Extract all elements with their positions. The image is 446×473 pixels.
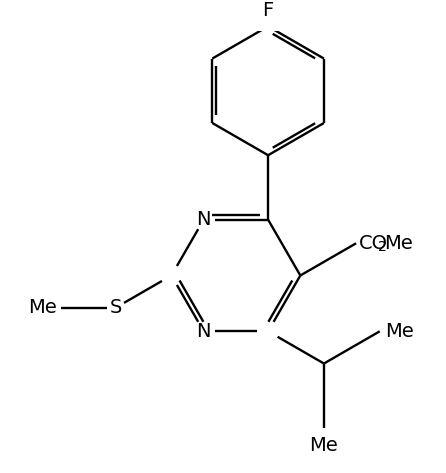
- Text: CO: CO: [359, 234, 388, 253]
- Text: Me: Me: [384, 234, 413, 253]
- Text: F: F: [263, 1, 274, 20]
- Text: Me: Me: [310, 436, 339, 455]
- Text: N: N: [196, 322, 211, 341]
- Text: Me: Me: [385, 322, 413, 341]
- Text: Me: Me: [28, 298, 57, 317]
- Text: N: N: [196, 210, 211, 229]
- Text: S: S: [109, 298, 122, 317]
- Text: 2: 2: [378, 240, 387, 254]
